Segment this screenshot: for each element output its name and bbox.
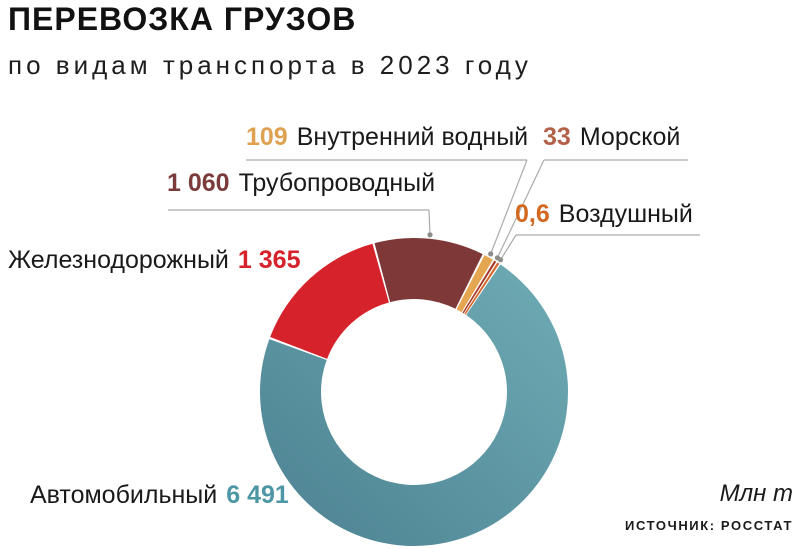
name-pipeline: Трубопроводный (238, 169, 436, 197)
value-pipeline: 1 060 (167, 169, 230, 197)
callout-leader-2 (490, 159, 528, 255)
donut-slice-1 (374, 238, 483, 309)
callout-dot-1 (427, 232, 433, 238)
callout-leader-4 (500, 234, 517, 261)
name-inland-water: Внутренний водный (296, 123, 529, 151)
source-label: ИСТОЧНИК: РОССТАТ (625, 518, 793, 533)
page-title: ПЕРЕВОЗКА ГРУЗОВ (8, 1, 357, 37)
donut-slice-5 (260, 264, 569, 546)
name-air: Воздушный (558, 200, 693, 228)
label-railway: Железнодорожный 1 365 (8, 247, 300, 273)
value-maritime: 33 (543, 123, 571, 151)
label-inland-water: 109 Внутренний водный (246, 124, 528, 150)
page-subtitle: по видам транспорта в 2023 году (8, 50, 532, 80)
label-automobile: Автомобильный 6 491 (30, 482, 289, 508)
value-railway: 1 365 (237, 246, 301, 274)
value-inland-water: 109 (246, 123, 288, 151)
name-maritime: Морской (579, 123, 681, 151)
donut-slice-3 (462, 260, 497, 314)
callout-dot-2 (488, 251, 494, 257)
donut-slice-4 (464, 262, 500, 315)
callout-dot-4 (497, 257, 504, 263)
unit-label: Млн т (719, 480, 793, 507)
callout-lines (168, 159, 700, 263)
donut-slice-2 (456, 255, 493, 313)
name-automobile: Автомобильный (30, 481, 218, 509)
value-air: 0,6 (515, 200, 550, 228)
label-air: 0,6 Воздушный (515, 201, 693, 227)
donut-slice-0 (270, 243, 389, 359)
label-pipeline: 1 060 Трубопроводный (167, 170, 435, 196)
label-maritime: 33 Морской (543, 124, 680, 150)
callout-leader-1 (428, 209, 431, 235)
callout-leader-3 (496, 159, 545, 259)
name-railway: Железнодорожный (8, 246, 229, 274)
donut-slices (260, 238, 569, 546)
value-automobile: 6 491 (226, 481, 289, 509)
